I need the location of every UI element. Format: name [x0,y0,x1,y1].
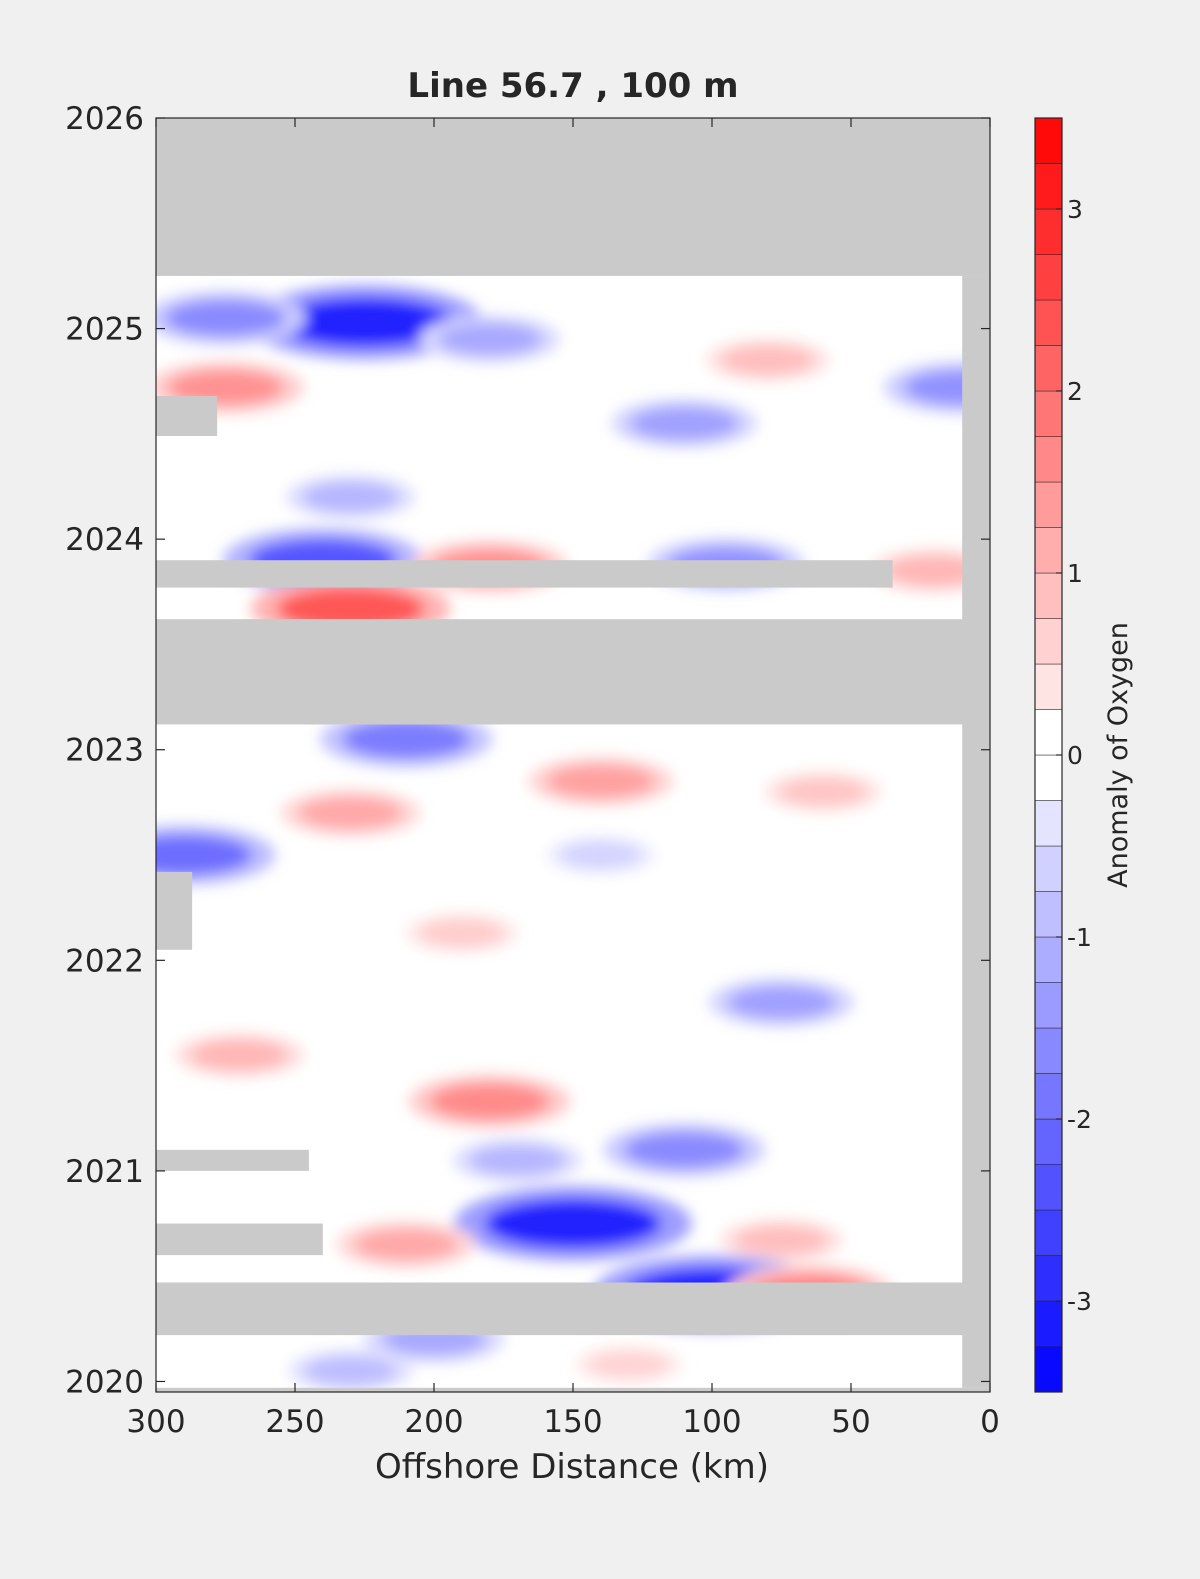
y-tick-label: 2023 [65,733,144,769]
chart-title: Line 56.7 , 100 m [407,66,738,106]
x-tick-label: 200 [404,1404,463,1440]
colorbar-segment [1034,845,1063,892]
no-data-region [962,275,990,1388]
x-axis-label: Offshore Distance (km) [375,1447,769,1487]
colorbar-label: Anomaly of Oxygen [1103,622,1134,888]
colorbar-segment [1034,299,1063,346]
colorbar-segment [1034,436,1063,483]
y-tick-label: 2025 [65,312,144,348]
colorbar-tick-label: -1 [1067,923,1092,952]
colorbar-segment [1034,1255,1063,1302]
x-tick-label: 0 [980,1404,1000,1440]
no-data-region [156,118,990,276]
anomaly-blob [437,323,542,356]
colorbar-segment [1034,982,1063,1029]
no-data-mask [156,118,990,1392]
anomaly-blob [469,1145,566,1176]
colorbar-segment [1034,254,1063,301]
anomaly-blob [546,764,655,798]
x-tick-label: 100 [682,1404,741,1440]
no-data-region [156,1282,990,1336]
colorbar-segment [1034,208,1063,255]
x-axis: 300 250 200 150 100 50 0 [126,118,1000,1440]
colorbar-segment [1034,345,1063,392]
anomaly-blob [624,1131,745,1168]
no-data-region [156,619,990,725]
colorbar-tick-label: 2 [1067,377,1083,406]
y-tick-label: 2026 [65,101,144,137]
colorbar-segment [1034,709,1063,756]
colorbar-segment [1034,618,1063,665]
anomaly-blob [588,1351,669,1378]
x-tick-label: 300 [126,1404,185,1440]
colorbar-segment [1034,1073,1063,1120]
colorbar-tick-label: 0 [1067,741,1083,770]
y-axis: 2020 2021 2022 2023 2024 2025 2026 [65,101,990,1400]
anomaly-blob [419,919,504,947]
anomaly-blob [342,720,471,759]
y-tick-label: 2020 [65,1364,144,1400]
colorbar-tick-label: 1 [1067,559,1083,588]
colorbar-segment [1034,891,1063,938]
colorbar-segment [1034,1346,1063,1393]
anomaly-blob [630,406,739,440]
no-data-region [156,560,893,588]
anomaly-blob [165,300,286,337]
colorbar-segment [1034,1118,1063,1165]
anomaly-blob [276,297,453,348]
no-data-region [156,1223,323,1256]
colorbar: 3 2 1 0 -1 -2 -3 [1034,117,1092,1393]
anomaly-blob [156,835,252,876]
anomaly-blob [302,482,399,513]
anomaly-blob [485,1198,661,1249]
x-tick-label: 250 [265,1404,324,1440]
colorbar-segment [1034,936,1063,983]
y-tick-label: 2024 [65,522,144,558]
colorbar-tick-label: -2 [1067,1105,1092,1134]
anomaly-blob [191,1040,288,1071]
anomaly-blob [886,555,983,586]
no-data-region [156,1149,309,1171]
colorbar-segment [1034,800,1063,847]
y-tick-label: 2021 [65,1154,144,1190]
colorbar-segment [1034,1027,1063,1074]
anomaly-blob [304,1356,397,1386]
colorbar-segment [1034,663,1063,710]
colorbar-segment [1034,572,1063,619]
colorbar-segment [1034,163,1063,210]
anomaly-blob [560,842,641,869]
anomaly-blob [735,1225,828,1255]
anomaly-blob [779,777,868,806]
x-tick-label: 150 [543,1404,602,1440]
y-tick-label: 2022 [65,943,144,979]
colorbar-segment [1034,481,1063,528]
no-data-region [156,395,218,436]
anomaly-blob [429,1083,550,1120]
anomaly-blob [298,796,403,829]
colorbar-segment [1034,1209,1063,1256]
colorbar-tick-label: -3 [1067,1287,1092,1316]
anomaly-blob [727,985,836,1019]
anomaly-blob [354,1228,459,1261]
colorbar-segment [1034,754,1063,801]
no-data-region [156,871,193,950]
colorbar-tick-label: 3 [1067,195,1083,224]
colorbar-segment [1034,117,1063,164]
colorbar-segment [1034,1164,1063,1211]
anomaly-blob [721,345,814,375]
colorbar-segment [1034,390,1063,437]
x-tick-label: 50 [831,1404,870,1440]
colorbar-segment [1034,1300,1063,1347]
colorbar-segment [1034,527,1063,574]
